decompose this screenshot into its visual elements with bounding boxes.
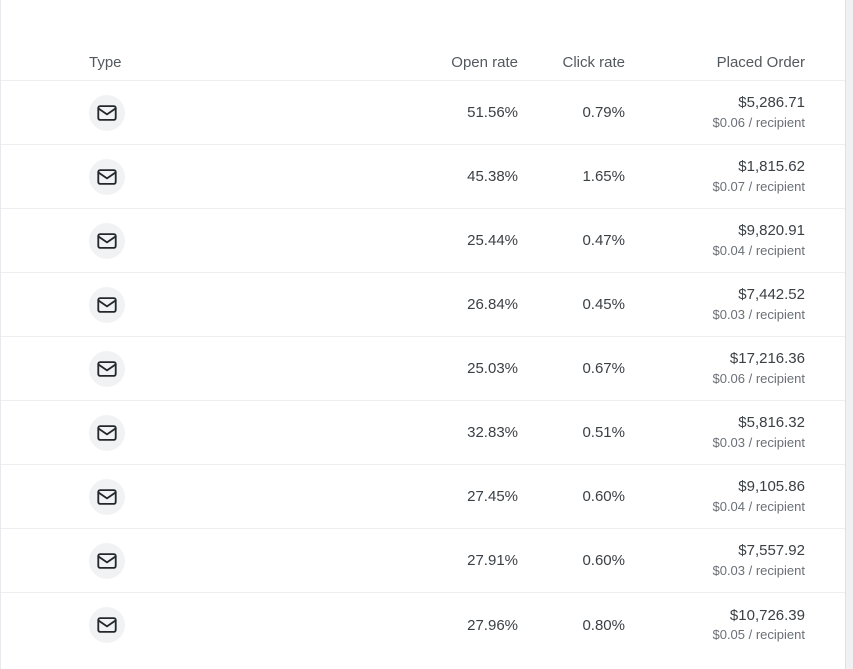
email-icon — [89, 607, 125, 643]
type-cell — [1, 414, 381, 451]
scrollbar-track[interactable] — [845, 0, 853, 669]
table-row[interactable]: 51.56% 0.79% $5,286.71 $0.06 / recipient — [1, 81, 846, 145]
placed-order-cell: $5,286.71 $0.06 / recipient — [625, 92, 805, 133]
open-rate-value: 25.44% — [467, 232, 518, 249]
table-row[interactable]: 32.83% 0.51% $5,816.32 $0.03 / recipient — [1, 401, 846, 465]
placed-order-cell: $1,815.62 $0.07 / recipient — [625, 156, 805, 197]
placed-order-value: $1,815.62 — [738, 158, 805, 176]
email-icon — [89, 478, 125, 515]
email-icon — [89, 222, 125, 259]
placed-order-cell: $9,820.91 $0.04 / recipient — [625, 220, 805, 261]
placed-order-cell: $17,216.36 $0.06 / recipient — [625, 348, 805, 389]
per-recipient-value: $0.04 / recipient — [712, 242, 805, 258]
campaign-performance-table: Type Open rate Click rate Placed Order 5… — [1, 0, 846, 657]
table-body: 51.56% 0.79% $5,286.71 $0.06 / recipient… — [1, 81, 846, 657]
open-rate-value: 27.45% — [467, 488, 518, 505]
placed-order-value: $5,286.71 — [738, 94, 805, 112]
click-rate-value: 1.65% — [582, 168, 625, 185]
table-row[interactable]: 25.03% 0.67% $17,216.36 $0.06 / recipien… — [1, 337, 846, 401]
table-row[interactable]: 27.45% 0.60% $9,105.86 $0.04 / recipient — [1, 465, 846, 529]
table-header-row: Type Open rate Click rate Placed Order — [1, 45, 846, 81]
email-icon — [89, 94, 125, 131]
placed-order-value: $7,442.52 — [738, 286, 805, 304]
open-rate-value: 51.56% — [467, 104, 518, 121]
placed-order-cell: $5,816.32 $0.03 / recipient — [625, 412, 805, 453]
email-icon — [89, 286, 125, 323]
type-cell — [1, 286, 381, 323]
placed-order-value: $7,557.92 — [738, 542, 805, 560]
per-recipient-value: $0.06 / recipient — [712, 114, 805, 130]
click-rate-value: 0.80% — [582, 616, 625, 634]
placed-order-cell: $9,105.86 $0.04 / recipient — [625, 476, 805, 517]
type-cell — [1, 607, 381, 643]
table-row[interactable]: 45.38% 1.65% $1,815.62 $0.07 / recipient — [1, 145, 846, 209]
click-rate-value: 0.60% — [582, 488, 625, 505]
placed-order-value: $5,816.32 — [738, 414, 805, 432]
open-rate-value: 26.84% — [467, 296, 518, 313]
open-rate-value: 25.03% — [467, 360, 518, 377]
type-cell — [1, 478, 381, 515]
column-header-placed-order: Placed Order — [716, 54, 805, 71]
placed-order-cell: $10,726.39 $0.05 / recipient — [625, 605, 805, 646]
click-rate-value: 0.60% — [582, 552, 625, 569]
per-recipient-value: $0.07 / recipient — [712, 178, 805, 194]
column-header-type: Type — [89, 54, 122, 71]
click-rate-value: 0.45% — [582, 296, 625, 313]
open-rate-value: 27.96% — [467, 616, 518, 634]
click-rate-value: 0.67% — [582, 360, 625, 377]
per-recipient-value: $0.06 / recipient — [712, 370, 805, 386]
table-row[interactable]: 25.44% 0.47% $9,820.91 $0.04 / recipient — [1, 209, 846, 273]
placed-order-value: $17,216.36 — [729, 350, 805, 368]
click-rate-value: 0.47% — [582, 232, 625, 249]
per-recipient-value: $0.04 / recipient — [712, 498, 805, 514]
placed-order-value: $9,105.86 — [738, 478, 805, 496]
table-row[interactable]: 27.96% 0.80% $10,726.39 $0.05 / recipien… — [1, 593, 846, 657]
type-cell — [1, 94, 381, 131]
table-row[interactable]: 26.84% 0.45% $7,442.52 $0.03 / recipient — [1, 273, 846, 337]
placed-order-cell: $7,557.92 $0.03 / recipient — [625, 540, 805, 581]
placed-order-cell: $7,442.52 $0.03 / recipient — [625, 284, 805, 325]
per-recipient-value: $0.03 / recipient — [712, 306, 805, 322]
column-header-click-rate: Click rate — [562, 54, 625, 71]
open-rate-value: 32.83% — [467, 424, 518, 441]
email-icon — [89, 414, 125, 451]
placed-order-value: $9,820.91 — [738, 222, 805, 240]
per-recipient-value: $0.03 / recipient — [712, 562, 805, 578]
column-header-open-rate: Open rate — [451, 54, 518, 71]
click-rate-value: 0.51% — [582, 424, 625, 441]
type-cell — [1, 158, 381, 195]
email-icon — [89, 542, 125, 579]
per-recipient-value: $0.03 / recipient — [712, 434, 805, 450]
type-cell — [1, 542, 381, 579]
placed-order-value: $10,726.39 — [729, 606, 805, 624]
email-icon — [89, 350, 125, 387]
click-rate-value: 0.79% — [582, 104, 625, 121]
type-cell — [1, 222, 381, 259]
open-rate-value: 27.91% — [467, 552, 518, 569]
email-icon — [89, 158, 125, 195]
table-row[interactable]: 27.91% 0.60% $7,557.92 $0.03 / recipient — [1, 529, 846, 593]
type-cell — [1, 350, 381, 387]
open-rate-value: 45.38% — [467, 168, 518, 185]
per-recipient-value: $0.05 / recipient — [712, 627, 805, 643]
